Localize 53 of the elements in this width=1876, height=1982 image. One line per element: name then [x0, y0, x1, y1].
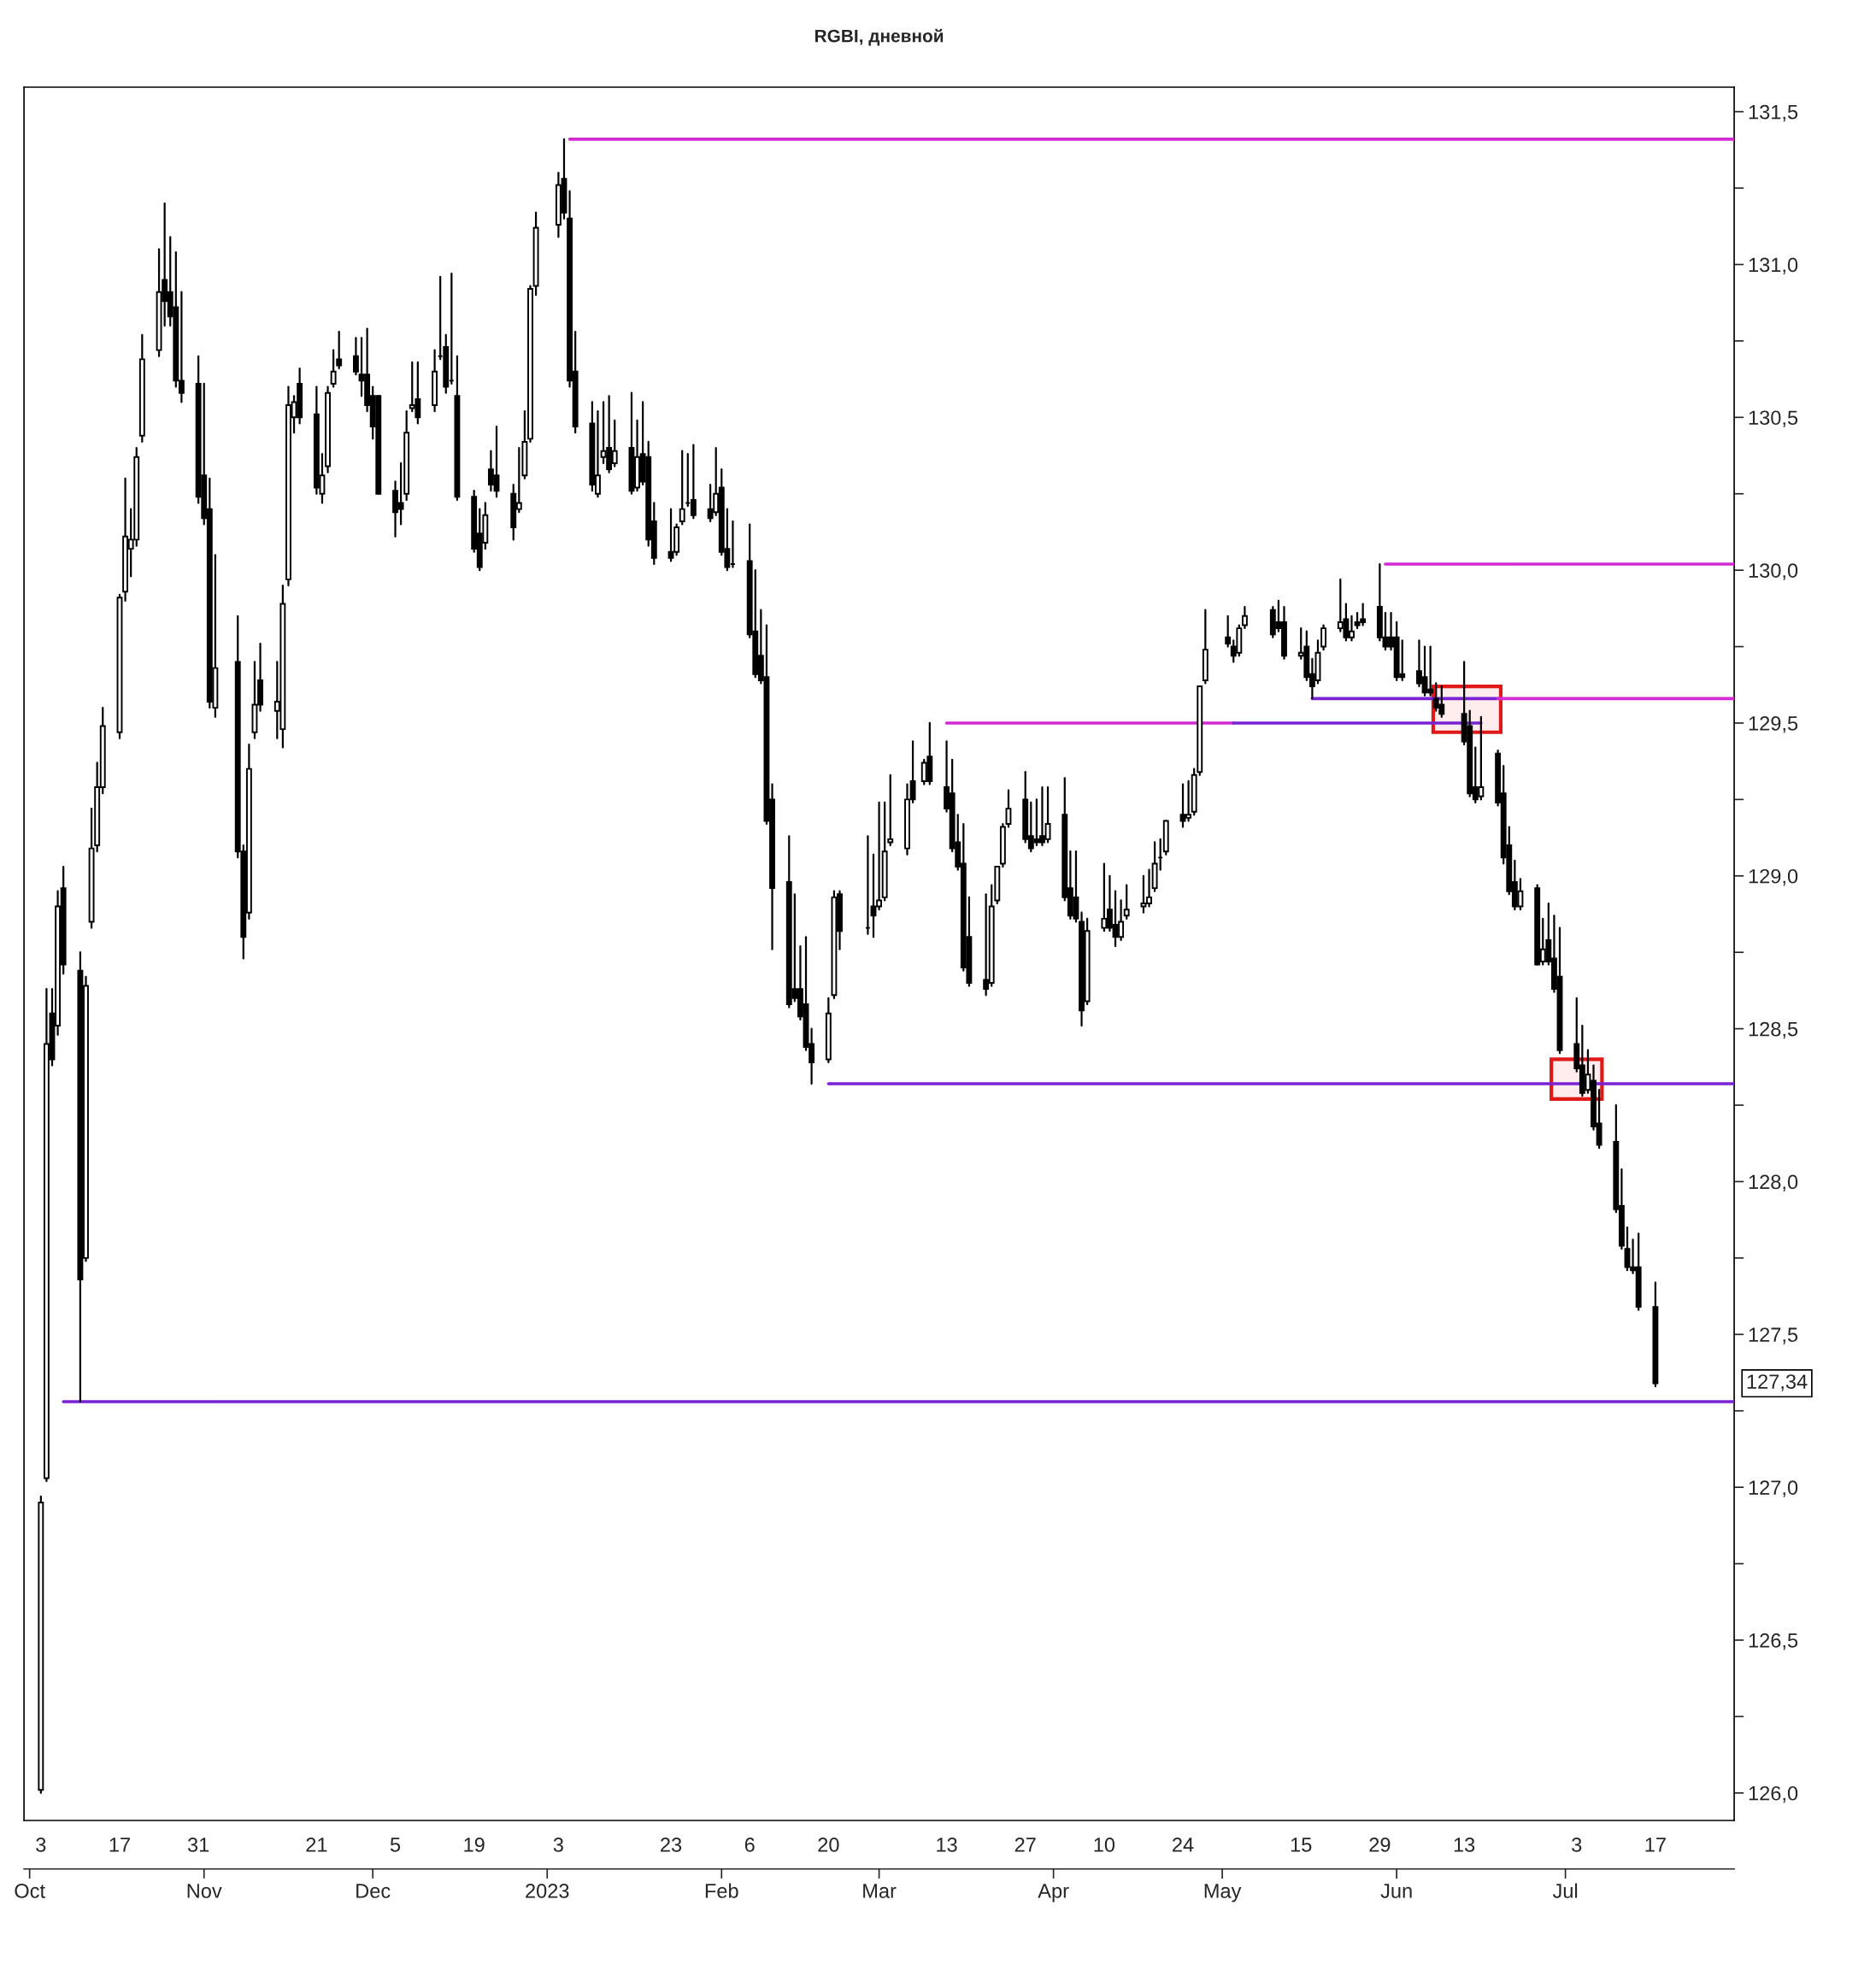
x2-tick-label: Nov: [187, 1884, 222, 1898]
x-tick-label: 10: [1094, 1838, 1115, 1852]
x2-tick-label: Jul: [1552, 1883, 1578, 1898]
x-tick-label: 17: [109, 1838, 130, 1852]
candlestick: [1225, 615, 1232, 648]
x2-tick-label: Jun: [1380, 1884, 1412, 1898]
x-tick-label: 5: [390, 1838, 401, 1852]
candlestick: [1241, 605, 1248, 630]
x-tick-label: 29: [1369, 1838, 1391, 1852]
candlestick: [1123, 884, 1130, 920]
text: 127,34: [1747, 1374, 1808, 1391]
chart-title: RGBI, дневной: [815, 28, 944, 46]
x-tick-label: 24: [1173, 1838, 1194, 1852]
x-tick-label: 20: [818, 1838, 839, 1852]
candlestick: [336, 331, 343, 370]
x2-tick-label: May: [1204, 1884, 1242, 1903]
candlestick: [330, 349, 337, 388]
x-tick-label: 13: [1454, 1838, 1475, 1852]
candlestick: [887, 773, 894, 847]
y-tick-label: 130,5: [1749, 410, 1798, 427]
x-tick-label: 3: [1572, 1838, 1582, 1852]
y-tick-label: 126,0: [1749, 1785, 1798, 1803]
y-tick-label: 131,0: [1749, 257, 1798, 275]
x-tick-label: 21: [306, 1838, 327, 1852]
x-tick-label: 3: [36, 1838, 46, 1852]
y-tick-label: 127,0: [1749, 1480, 1798, 1497]
x-tick-label: 17: [1645, 1838, 1666, 1852]
y-tick-label: 129,5: [1749, 716, 1798, 733]
y-tick-label: 129,0: [1749, 868, 1798, 886]
y-tick-label: 128,5: [1749, 1021, 1798, 1039]
x2-tick-label: Apr: [1038, 1884, 1069, 1903]
x-tick-label: 27: [1014, 1838, 1036, 1852]
x-tick-label: 13: [937, 1838, 957, 1852]
y-tick-label: 126,5: [1749, 1633, 1798, 1650]
y-tick-label: 130,0: [1749, 563, 1798, 580]
x-tick-label: 6: [744, 1838, 755, 1852]
x-tick-label: 23: [661, 1838, 682, 1852]
candlestick: [1005, 789, 1012, 828]
y-tick-label: 131,5: [1749, 104, 1798, 122]
x2-tick-label: Dec: [356, 1884, 391, 1898]
y-tick-label: 127,5: [1749, 1327, 1798, 1344]
x-tick-label: 31: [187, 1838, 209, 1852]
x2-tick-label: Mar: [863, 1884, 897, 1898]
candlestick: [1320, 624, 1326, 651]
x-tick-label: 3: [553, 1838, 563, 1852]
x2-tick-label: 2023: [526, 1884, 569, 1898]
x2-tick-label: Feb: [705, 1883, 738, 1898]
x-tick-label: 15: [1291, 1838, 1312, 1852]
candlestick: [679, 450, 685, 526]
candlestick: [353, 337, 359, 376]
y-tick-label: 128,0: [1749, 1174, 1798, 1192]
x2-tick-label: Oct: [15, 1884, 45, 1898]
x-tick-label: 19: [464, 1838, 485, 1852]
